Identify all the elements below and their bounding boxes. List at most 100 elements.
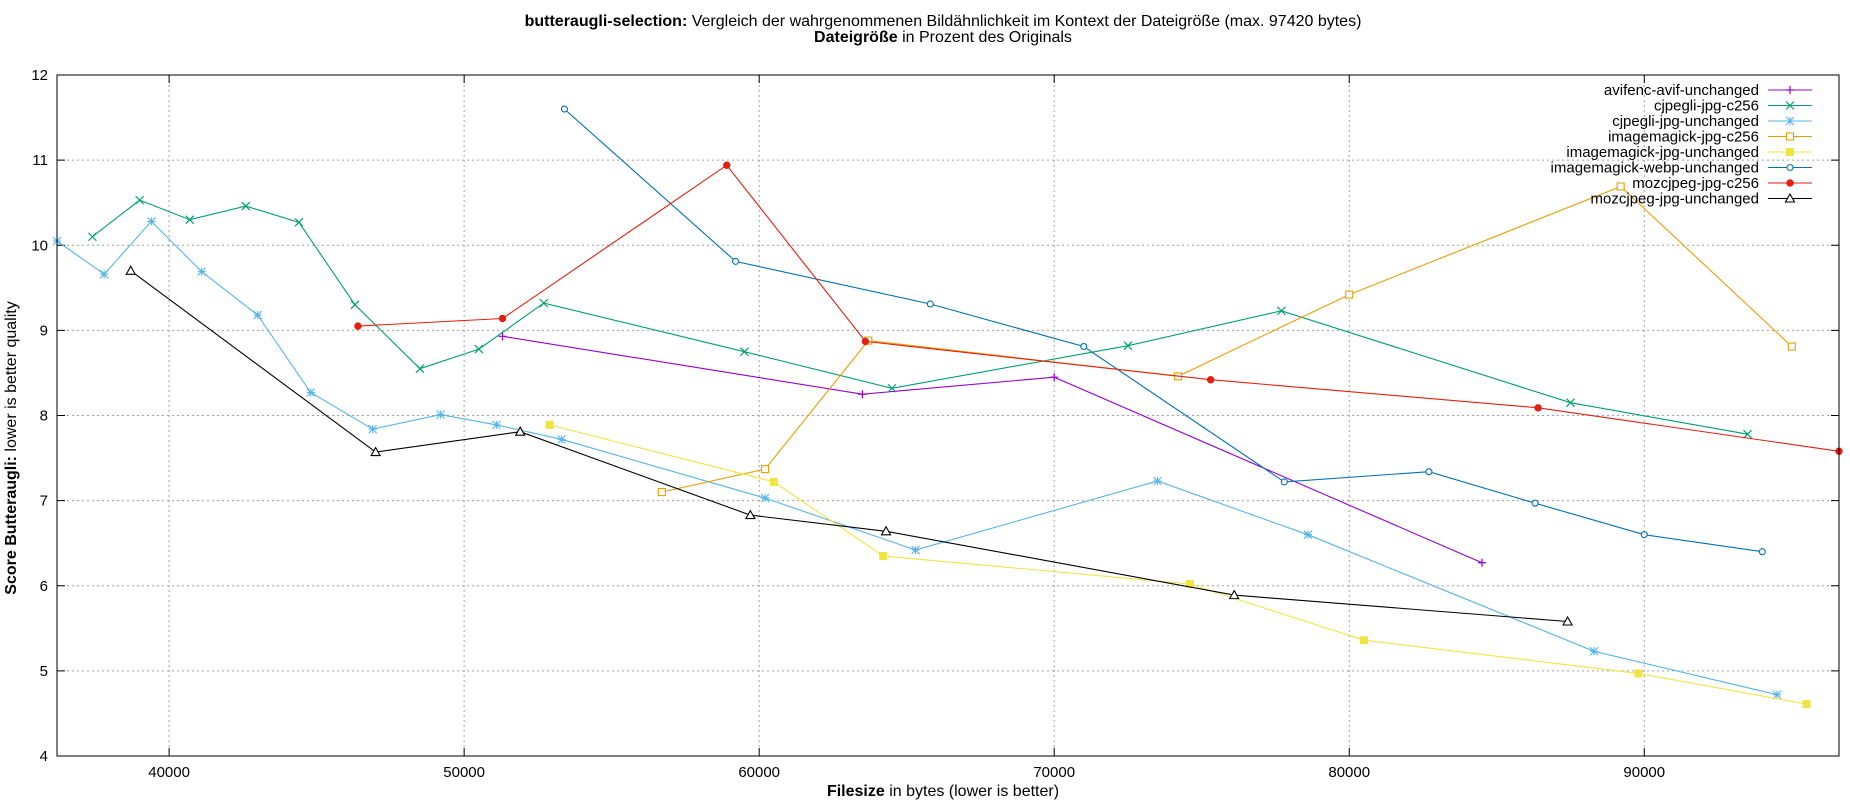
data-point <box>350 300 360 310</box>
data-point <box>1772 690 1782 700</box>
data-point <box>1634 669 1643 678</box>
legend-swatch-marker <box>1785 132 1795 141</box>
legend-label: mozcjpeg-jpg-c256 <box>1632 175 1759 192</box>
legend-label: cjpegli-jpg-unchanged <box>1612 113 1759 130</box>
data-point <box>241 201 251 211</box>
series-mozcjpeg-jpg-c256 <box>354 161 1843 455</box>
legend-swatch-marker <box>1784 192 1796 203</box>
legend-swatch-marker <box>1786 163 1794 172</box>
data-point <box>474 344 484 354</box>
y-tick-label: 11 <box>32 152 48 169</box>
data-point <box>436 410 445 420</box>
y-tick-label: 5 <box>40 663 48 680</box>
series-line <box>130 270 1568 623</box>
y-axis-title-rest: lower is better quality <box>3 301 20 456</box>
top-axis-title-rest: in Prozent des Originals <box>898 29 1072 46</box>
x-axis-title: Filesize in bytes (lower is better) <box>827 783 1059 800</box>
data-point <box>1758 548 1766 556</box>
series-imagemagick-jpg-c256 <box>657 182 1796 497</box>
x-tick-label: 80000 <box>1328 764 1370 781</box>
data-point <box>1531 499 1539 507</box>
data-point <box>880 525 892 536</box>
series-line <box>56 220 1778 696</box>
series-imagemagick-jpg-unchanged <box>545 420 1811 709</box>
data-point <box>1566 398 1575 408</box>
y-tick-label: 8 <box>40 408 48 425</box>
data-point <box>732 257 740 265</box>
legend-item: mozcjpeg-jpg-unchanged <box>1591 191 1812 208</box>
chart-title-rest: Vergleich der wahrgenommenen Bildähnlich… <box>687 13 1361 30</box>
data-point <box>858 390 867 399</box>
x-tick-label: 60000 <box>738 764 780 781</box>
data-point <box>1228 589 1240 600</box>
data-point <box>657 488 666 497</box>
legend-item: cjpegli-jpg-unchanged <box>1612 113 1812 130</box>
y-tick-label: 6 <box>40 578 48 595</box>
data-point <box>861 337 870 346</box>
data-point <box>911 545 920 555</box>
data-point <box>1589 646 1599 656</box>
series-line <box>549 424 1807 705</box>
data-point <box>1534 404 1542 412</box>
y-tick-label: 10 <box>31 237 48 254</box>
x-axis-title-bold: Filesize <box>827 783 885 800</box>
legend-label: mozcjpeg-jpg-unchanged <box>1591 191 1759 208</box>
y-tick-label: 12 <box>31 67 48 84</box>
data-point <box>1185 580 1194 589</box>
data-point <box>1206 376 1215 384</box>
series-mozcjpeg-jpg-unchanged <box>125 265 1574 626</box>
legend-label: imagemagick-jpg-unchanged <box>1566 144 1759 161</box>
data-point <box>760 493 770 503</box>
y-tick-label: 4 <box>40 748 48 765</box>
legend-swatch-marker <box>1786 179 1794 187</box>
data-point <box>545 420 554 429</box>
data-point <box>761 465 770 474</box>
legend-swatch-marker <box>1785 116 1795 126</box>
legend-label: avifenc-avif-unchanged <box>1604 82 1759 99</box>
data-point <box>197 267 206 277</box>
data-point <box>887 383 897 393</box>
x-tick-label: 40000 <box>148 764 190 781</box>
legend-item: imagemagick-jpg-c256 <box>1608 129 1812 146</box>
data-point <box>498 332 507 341</box>
data-point <box>723 161 731 169</box>
series-line <box>502 335 1483 564</box>
data-point <box>539 298 549 308</box>
data-point <box>147 217 156 226</box>
data-point <box>740 347 749 357</box>
data-point <box>492 420 501 430</box>
data-point <box>557 434 566 444</box>
data-point <box>926 300 934 308</box>
legend-item: imagemagick-jpg-unchanged <box>1566 144 1812 161</box>
legend-swatch-marker <box>1786 148 1794 156</box>
y-tick-label: 7 <box>40 493 48 510</box>
y-axis-title: Score Butteraugli: lower is better quali… <box>3 301 20 594</box>
data-point <box>1802 700 1811 709</box>
data-point <box>1080 342 1088 351</box>
data-point <box>1616 182 1625 191</box>
data-point <box>498 314 507 323</box>
data-point <box>1280 478 1288 486</box>
legend-item: imagemagick-webp-unchanged <box>1551 160 1812 177</box>
grid <box>57 75 1839 756</box>
data-point <box>1640 531 1648 539</box>
data-point <box>769 477 778 486</box>
x-tick-label: 70000 <box>1033 764 1075 781</box>
y-axis-title-bold: Score Butteraugli: <box>3 456 20 595</box>
data-point <box>560 105 569 113</box>
legend-label: imagemagick-webp-unchanged <box>1551 160 1759 177</box>
data-point <box>1425 468 1433 476</box>
y-tick-label: 9 <box>40 322 48 339</box>
series-line <box>661 185 1793 493</box>
data-point <box>1787 342 1796 351</box>
data-point <box>253 310 263 320</box>
chart-title: butteraugli-selection: Vergleich der wah… <box>525 13 1362 30</box>
data-point <box>1562 615 1574 626</box>
series-line <box>357 164 1840 452</box>
data-point <box>744 509 756 520</box>
legend-item: cjpegli-jpg-c256 <box>1654 98 1812 115</box>
chart-title-bold: butteraugli-selection: <box>525 13 688 30</box>
legend-swatch-marker <box>1785 101 1795 110</box>
